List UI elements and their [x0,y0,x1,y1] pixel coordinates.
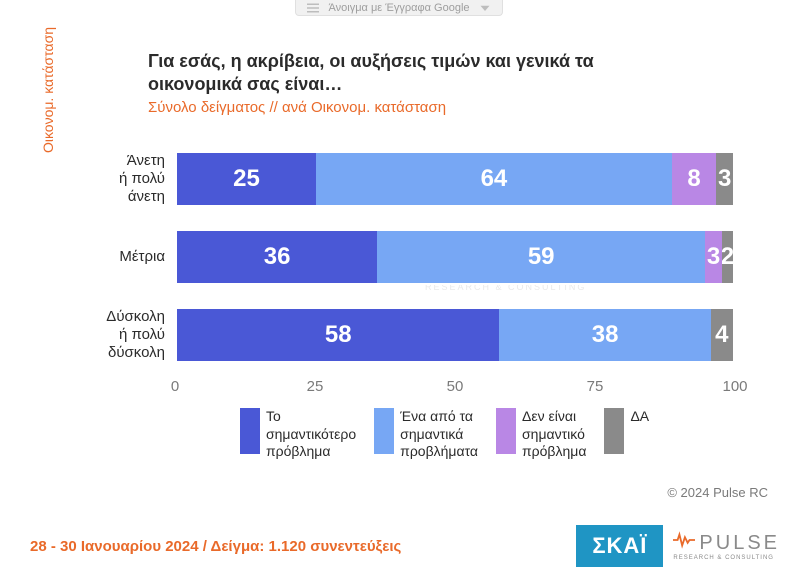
chart-title: Για εσάς, η ακρίβεια, οι αυξήσεις τιμών … [148,50,668,95]
row-label: Μέτρια [60,248,165,266]
chart-subtitle: Σύνολο δείγματος // ανά Οικονομ. κατάστα… [148,99,768,116]
bar-segment: 3 [705,231,722,283]
footer-logos: ΣΚΑΪ PULSE RESEARCH & CONSULTING [576,525,780,567]
chart-rows: Άνετηή πολύάνετη256483Μέτρια365932Δύσκολ… [175,140,735,374]
row-label: Δύσκοληή πολύδύσκολη [60,308,165,362]
x-tick: 25 [307,378,324,395]
x-tick: 0 [171,378,179,395]
stacked-bar: 58384 [175,307,735,363]
chart-row: Δύσκοληή πολύδύσκολη58384 [175,296,735,374]
logo-pulse-sub: RESEARCH & CONSULTING [673,555,774,561]
legend-item: Δεν είναισημαντικόπρόβλημα [496,408,586,461]
x-tick: 50 [447,378,464,395]
x-axis: 0255075100 [175,374,735,398]
legend-label: Ένα από τασημαντικάπροβλήματα [400,408,478,461]
legend-item: Ένα από τασημαντικάπροβλήματα [374,408,478,461]
pulse-icon [673,531,695,555]
legend-label: ΔΑ [630,408,649,426]
gdocs-pill-label: Άνοιγμα με Έγγραφα Google [328,2,469,14]
chevron-down-icon [478,1,492,15]
legend-swatch [240,408,260,454]
bar-segment: 38 [499,309,710,361]
legend-swatch [604,408,624,454]
legend-label: Τοσημαντικότεροπρόβλημα [266,408,356,461]
legend-item: ΔΑ [604,408,649,454]
titles: Για εσάς, η ακρίβεια, οι αυξήσεις τιμών … [148,50,768,116]
logo-skai: ΣΚΑΪ [576,525,663,567]
bar-segment: 25 [177,153,316,205]
open-with-gdocs-pill[interactable]: Άνοιγμα με Έγγραφα Google [295,0,502,16]
legend-swatch [496,408,516,454]
y-axis-label: Οικονομ. κατάσταση [40,0,56,180]
bar-segment: 4 [711,309,733,361]
x-tick: 100 [722,378,747,395]
bar-segment: 64 [316,153,672,205]
logo-pulse: PULSE RESEARCH & CONSULTING [673,531,780,561]
logo-pulse-text: PULSE [699,532,780,555]
stacked-bar: 365932 [175,229,735,285]
bar-segment: 8 [672,153,716,205]
legend: Τοσημαντικότεροπρόβλημα Ένα από τασημαντι… [240,408,738,461]
footer: 28 - 30 Ιανουαρίου 2024 / Δείγμα: 1.120 … [30,525,780,567]
bar-segment: 2 [722,231,733,283]
copyright: © 2024 Pulse RC [667,485,768,500]
bar-segment: 58 [177,309,499,361]
chart-row: Άνετηή πολύάνετη256483 [175,140,735,218]
hamburger-icon [306,1,320,15]
bar-segment: 59 [377,231,705,283]
bar-segment: 3 [716,153,733,205]
legend-item: Τοσημαντικότεροπρόβλημα [240,408,356,461]
x-tick: 75 [587,378,604,395]
stacked-bar: 256483 [175,151,735,207]
row-label: Άνετηή πολύάνετη [60,152,165,206]
legend-label: Δεν είναισημαντικόπρόβλημα [522,408,586,461]
bar-segment: 36 [177,231,377,283]
slide: Για εσάς, η ακρίβεια, οι αυξήσεις τιμών … [30,30,768,577]
footer-text: 28 - 30 Ιανουαρίου 2024 / Δείγμα: 1.120 … [30,538,401,555]
chart-row: Μέτρια365932 [175,218,735,296]
legend-swatch [374,408,394,454]
chart: Οικονομ. κατάσταση Άνετηή πολύάνετη25648… [60,140,738,461]
google-docs-topbar: Άνοιγμα με Έγγραφα Google [0,0,798,16]
